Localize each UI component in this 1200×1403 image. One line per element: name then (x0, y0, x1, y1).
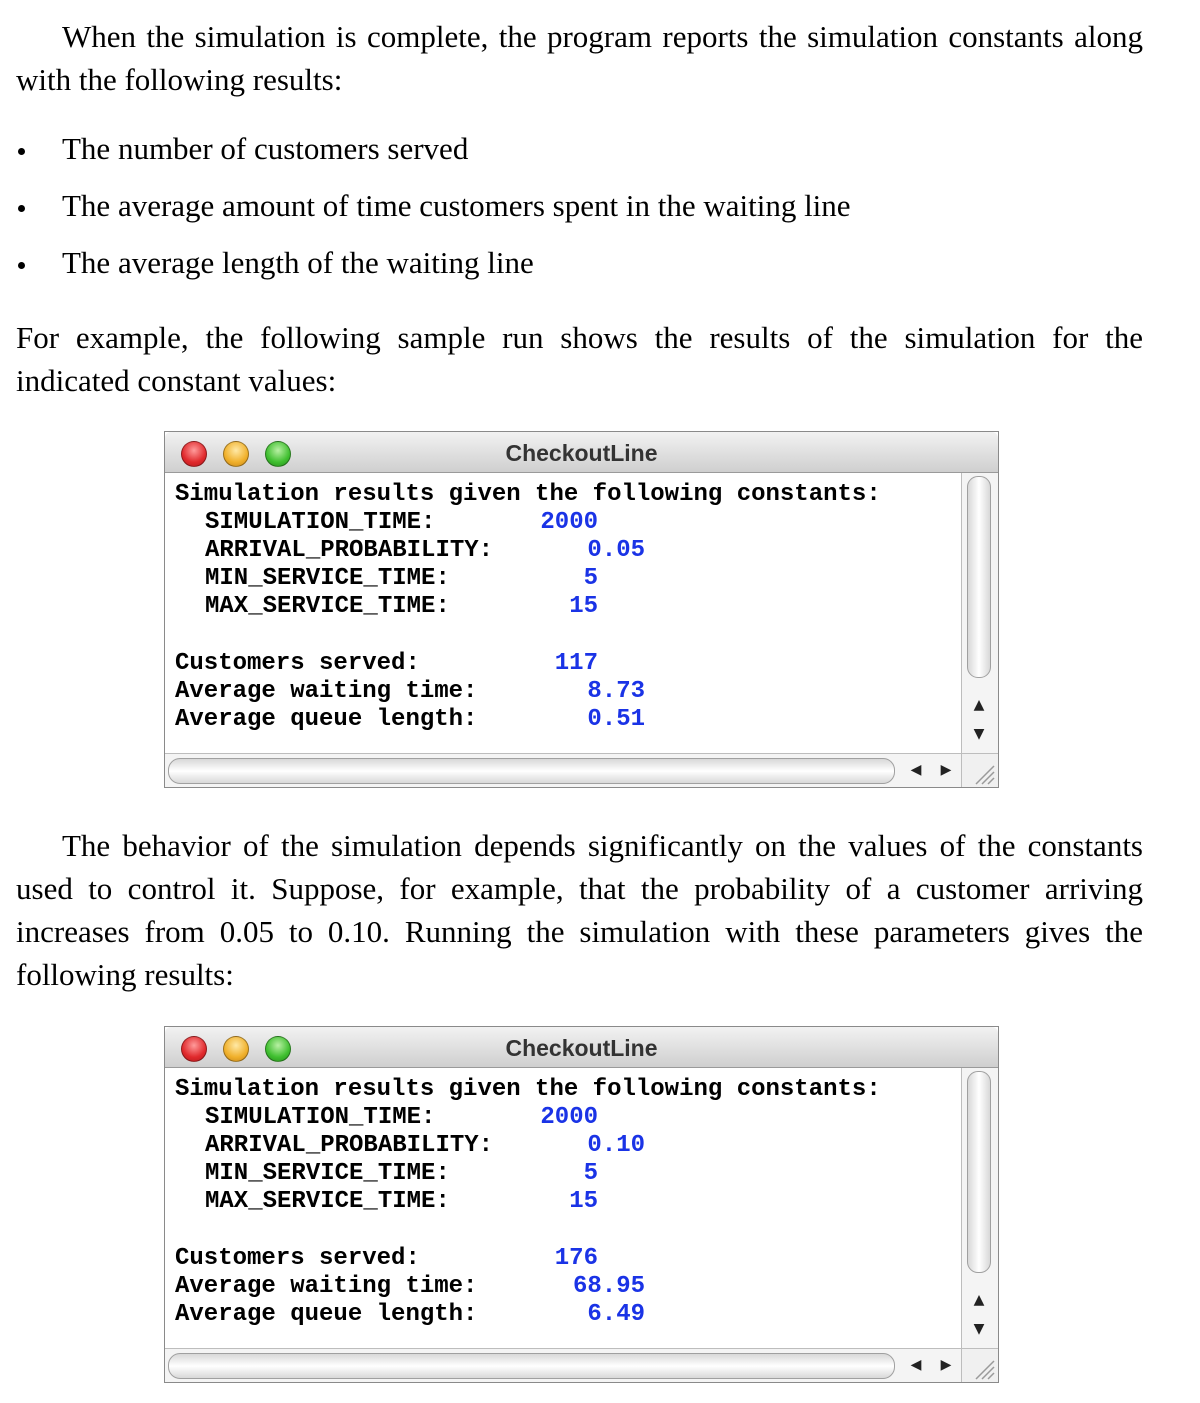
horizontal-scroll-thumb[interactable] (168, 758, 895, 784)
wait-value: 8.73 (587, 678, 645, 705)
sim-time-label: SIMULATION_TIME: (205, 509, 436, 536)
resize-grip-icon[interactable] (961, 753, 998, 787)
scroll-up-arrow-icon[interactable]: ▲ (973, 1292, 985, 1308)
results-list: The number of customers served The avera… (0, 126, 1100, 297)
max-service-value: 15 (569, 1188, 598, 1215)
list-item: The number of customers served (0, 126, 1100, 183)
minimize-button[interactable] (223, 441, 249, 467)
min-service-label: MIN_SERVICE_TIME: (205, 1160, 450, 1187)
scroll-right-arrow-icon[interactable]: ▶ (940, 762, 952, 778)
min-service-label: MIN_SERVICE_TIME: (205, 565, 450, 592)
scroll-left-arrow-icon[interactable]: ◀ (910, 762, 922, 778)
arrival-value: 0.10 (587, 1132, 645, 1159)
wait-label: Average waiting time: (175, 1273, 478, 1300)
wait-label: Average waiting time: (175, 678, 478, 705)
vertical-scrollbar[interactable]: ▲ ▼ (961, 473, 998, 755)
results-header: Simulation results given the following c… (175, 1076, 881, 1103)
max-service-label: MAX_SERVICE_TIME: (205, 593, 450, 620)
min-service-value: 5 (583, 565, 598, 592)
served-label: Customers served: (175, 650, 420, 677)
bullet-icon (18, 205, 25, 212)
close-button[interactable] (181, 1036, 207, 1062)
behavior-paragraph: The behavior of the simulation depends s… (16, 824, 1143, 996)
max-service-value: 15 (569, 593, 598, 620)
console-output[interactable]: Simulation results given the following c… (165, 1068, 962, 1350)
scroll-right-arrow-icon[interactable]: ▶ (940, 1357, 952, 1373)
scroll-down-arrow-icon[interactable]: ▼ (973, 726, 985, 742)
sim-time-value: 2000 (540, 509, 598, 536)
resize-grip-icon[interactable] (961, 1348, 998, 1382)
list-item-text: The average length of the waiting line (62, 245, 534, 280)
scroll-left-arrow-icon[interactable]: ◀ (910, 1357, 922, 1373)
window-title: CheckoutLine (505, 440, 658, 466)
queue-label: Average queue length: (175, 706, 478, 733)
sim-time-label: SIMULATION_TIME: (205, 1104, 436, 1131)
scroll-up-arrow-icon[interactable]: ▲ (973, 697, 985, 713)
list-item: The average amount of time customers spe… (0, 183, 1100, 240)
console-output[interactable]: Simulation results given the following c… (165, 473, 962, 755)
arrival-label: ARRIVAL_PROBABILITY: (205, 537, 494, 564)
close-button[interactable] (181, 441, 207, 467)
horizontal-scrollbar[interactable]: ◀ ▶ (165, 753, 962, 787)
vertical-scroll-thumb[interactable] (967, 1071, 991, 1273)
intro-paragraph: When the simulation is complete, the pro… (16, 15, 1143, 101)
min-service-value: 5 (583, 1160, 598, 1187)
results-header: Simulation results given the following c… (175, 481, 881, 508)
vertical-scroll-thumb[interactable] (967, 476, 991, 678)
max-service-label: MAX_SERVICE_TIME: (205, 1188, 450, 1215)
list-item-text: The average amount of time customers spe… (62, 188, 851, 223)
list-item: The average length of the waiting line (0, 240, 1100, 297)
zoom-button[interactable] (265, 441, 291, 467)
intro-text: When the simulation is complete, the pro… (16, 19, 1143, 97)
checkout-window-2[interactable]: CheckoutLine Simulation results given th… (164, 1026, 999, 1383)
zoom-button[interactable] (265, 1036, 291, 1062)
bullet-icon (18, 262, 25, 269)
sim-time-value: 2000 (540, 1104, 598, 1131)
wait-value: 68.95 (572, 1273, 645, 1300)
arrival-label: ARRIVAL_PROBABILITY: (205, 1132, 494, 1159)
example-paragraph: For example, the following sample run sh… (16, 320, 1143, 398)
served-label: Customers served: (175, 1245, 420, 1272)
horizontal-scroll-thumb[interactable] (168, 1353, 895, 1379)
arrival-value: 0.05 (587, 537, 645, 564)
queue-value: 0.51 (587, 706, 645, 733)
vertical-scrollbar[interactable]: ▲ ▼ (961, 1068, 998, 1350)
checkout-window-1[interactable]: CheckoutLine Simulation results given th… (164, 431, 999, 788)
scroll-down-arrow-icon[interactable]: ▼ (973, 1321, 985, 1337)
minimize-button[interactable] (223, 1036, 249, 1062)
queue-label: Average queue length: (175, 1301, 478, 1328)
queue-value: 6.49 (587, 1301, 645, 1328)
served-value: 117 (554, 650, 598, 677)
window-title: CheckoutLine (505, 1035, 658, 1061)
title-bar[interactable]: CheckoutLine (165, 432, 998, 473)
served-value: 176 (554, 1245, 598, 1272)
horizontal-scrollbar[interactable]: ◀ ▶ (165, 1348, 962, 1382)
bullet-icon (18, 148, 25, 155)
title-bar[interactable]: CheckoutLine (165, 1027, 998, 1068)
behavior-text: The behavior of the simulation depends s… (16, 828, 1143, 992)
list-item-text: The number of customers served (62, 131, 469, 166)
